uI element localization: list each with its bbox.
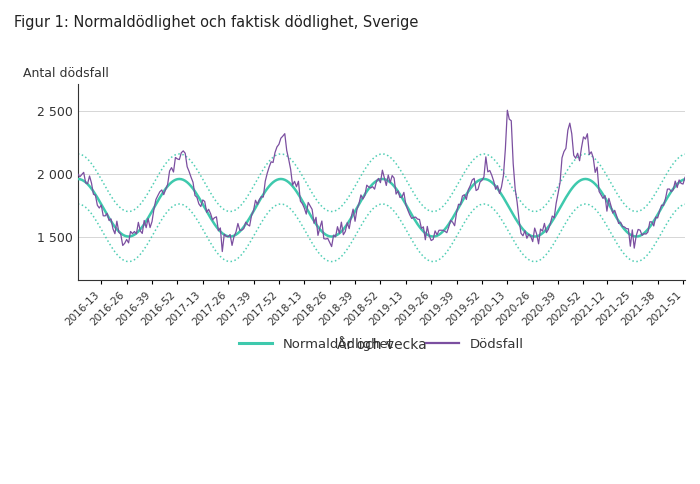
Legend: Normaldödlighet, Dödsfall: Normaldödlighet, Dödsfall <box>234 333 529 356</box>
X-axis label: År och vecka: År och vecka <box>337 338 426 352</box>
Text: Antal dödsfall: Antal dödsfall <box>23 67 109 80</box>
Text: Figur 1: Normaldödlighet och faktisk dödlighet, Sverige: Figur 1: Normaldödlighet och faktisk död… <box>14 15 419 30</box>
